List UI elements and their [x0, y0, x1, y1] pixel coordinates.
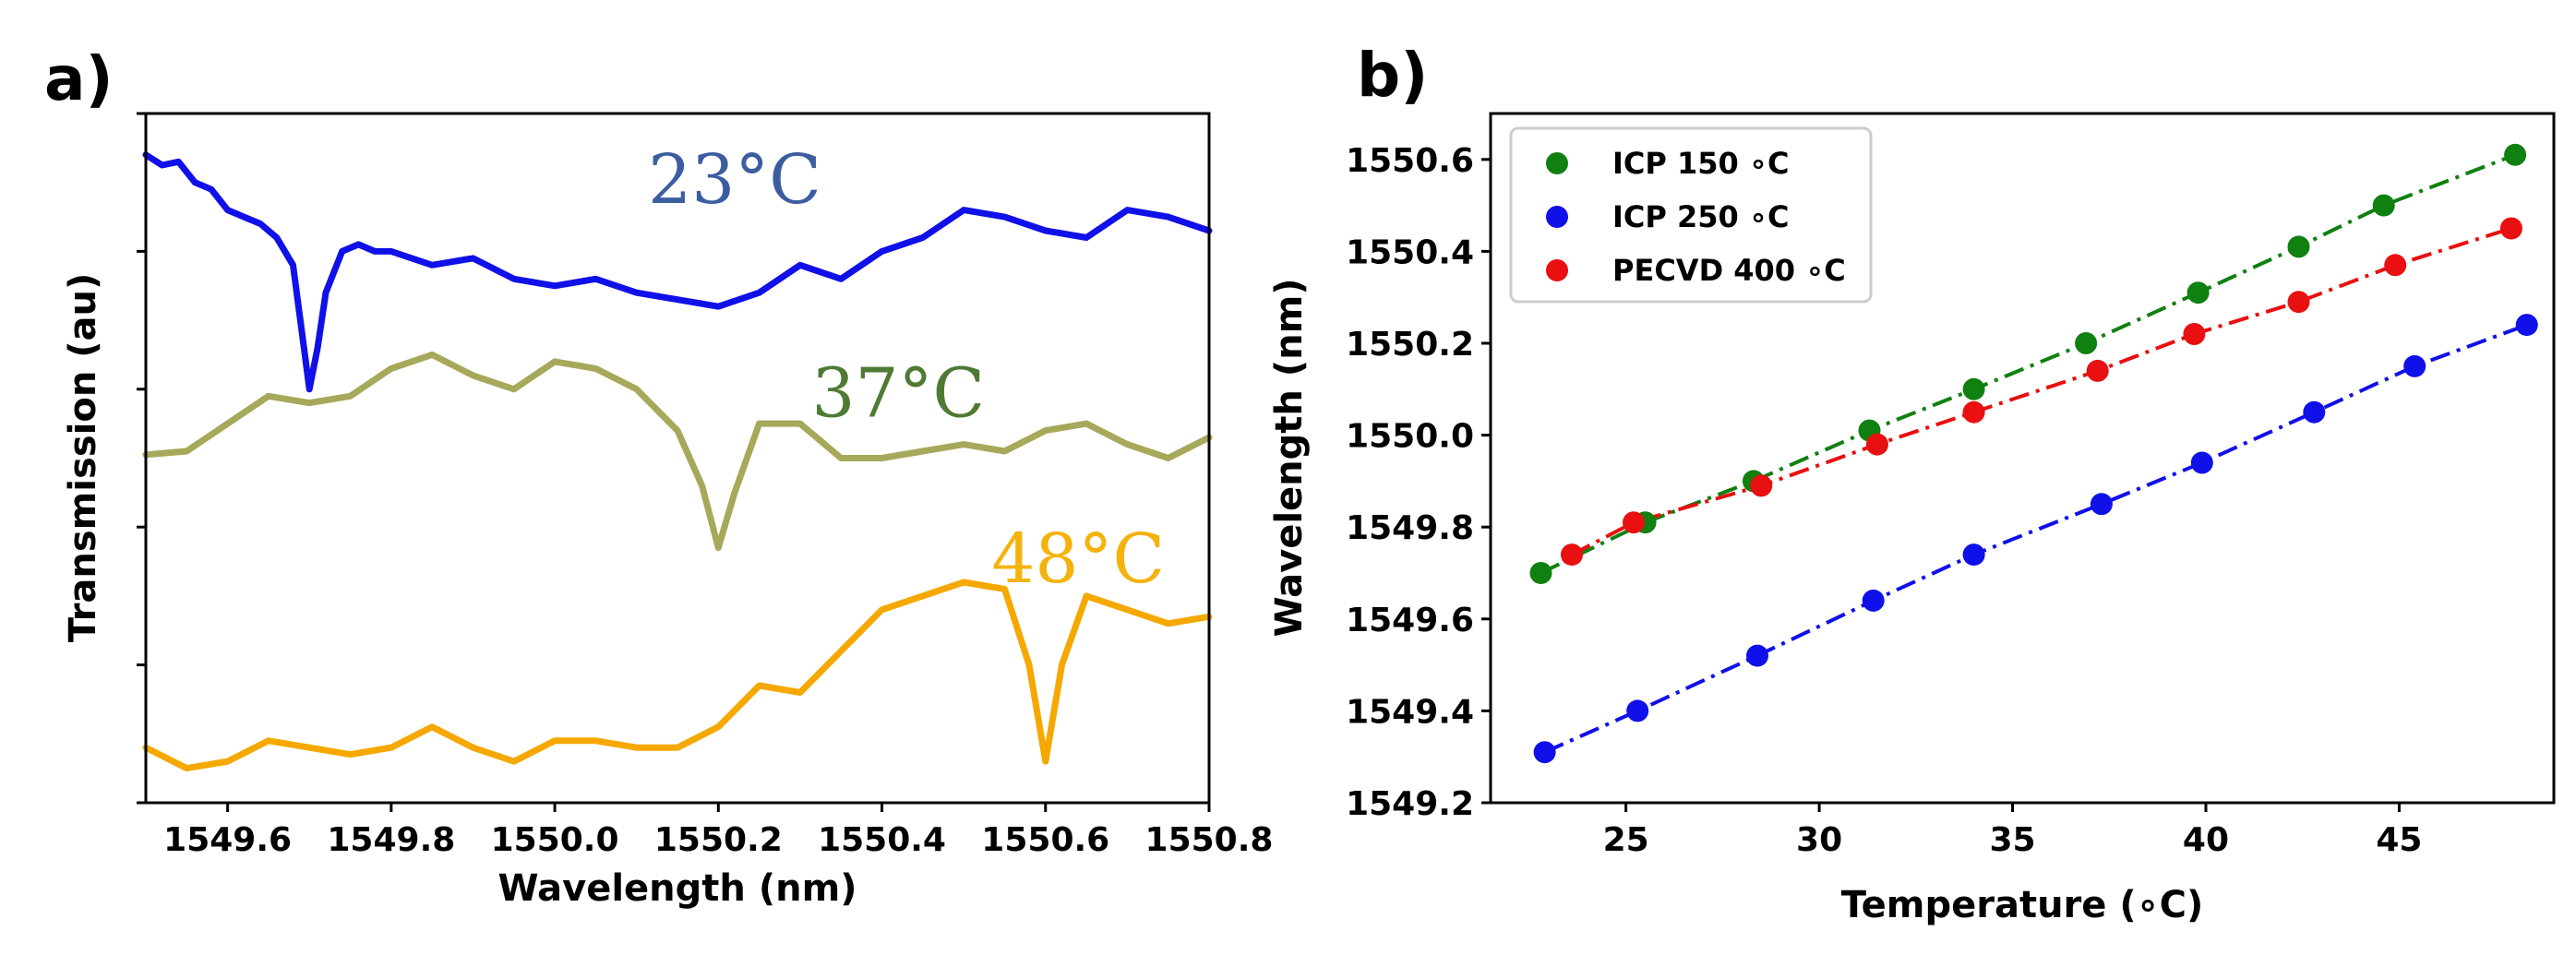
x-tick-label: 1549.6 — [163, 821, 292, 859]
data-point-icp-250-c — [2303, 400, 2326, 424]
series-label-37-c: 37°C — [811, 354, 985, 434]
data-point-icp-250-c — [2515, 314, 2538, 337]
panel-a-y-ticks — [137, 112, 146, 805]
data-point-pecvd-400-c — [1865, 433, 1888, 456]
data-point-icp-150-c — [2075, 332, 2098, 354]
data-point-pecvd-400-c — [2183, 323, 2206, 345]
data-point-pecvd-400-c — [1962, 400, 1985, 424]
y-tick-label: 1549.2 — [1346, 785, 1474, 823]
data-point-icp-150-c — [1962, 377, 1985, 400]
data-point-icp-250-c — [1626, 699, 1649, 722]
legend-marker-icp-250-c — [1546, 206, 1568, 228]
y-tick-label: 1550.4 — [1346, 233, 1474, 271]
y-tick-label: 1549.8 — [1346, 509, 1474, 547]
series-label-23-c: 23°C — [648, 140, 821, 220]
panel-a-y-axis-title: Transmission (au) — [62, 273, 104, 643]
data-point-pecvd-400-c — [2384, 254, 2407, 277]
data-point-icp-250-c — [2190, 451, 2213, 474]
fit-line-pecvd-400-c — [1571, 226, 2512, 556]
data-point-icp-250-c — [1533, 741, 1556, 764]
data-point-icp-150-c — [2187, 281, 2210, 304]
panel-b-label: b) — [1357, 40, 1428, 111]
x-tick-label: 1550.0 — [491, 821, 619, 859]
data-point-icp-150-c — [2504, 143, 2527, 166]
series-line-48-c — [142, 579, 1213, 772]
series-label-48-c: 48°C — [991, 519, 1165, 599]
data-point-icp-250-c — [1862, 589, 1885, 612]
data-point-icp-250-c — [1962, 543, 1985, 567]
panel-a-axes-frame — [144, 112, 1211, 805]
x-tick-label: 40 — [2183, 821, 2229, 859]
x-tick-label: 1550.6 — [981, 821, 1109, 859]
data-point-icp-150-c — [1529, 562, 1552, 584]
legend-box — [1509, 126, 1873, 304]
x-tick-label: 1549.8 — [327, 821, 455, 859]
data-point-pecvd-400-c — [2086, 359, 2109, 382]
panel-b: b) 25 30 35 40 45 1549.21549.41549.61549.815… — [1268, 40, 2556, 926]
panel-b-axes-frame — [1489, 112, 2556, 805]
panel-b-y-axis-title: Wavelength (nm) — [1268, 278, 1311, 637]
y-tick-label: 1550.2 — [1346, 326, 1474, 364]
legend-marker-pecvd-400-c — [1546, 259, 1568, 281]
x-tick-label: 35 — [1989, 821, 2035, 859]
fit-line-icp-150-c — [1540, 152, 2516, 575]
panel-a-x-axis-title: Wavelength (nm) — [497, 867, 857, 910]
panel-b-x-ticks: 25 30 35 40 45 — [1603, 803, 2422, 859]
data-point-pecvd-400-c — [1561, 543, 1583, 567]
data-point-pecvd-400-c — [2499, 217, 2522, 240]
x-tick-label: 25 — [1603, 821, 1649, 859]
data-point-icp-250-c — [1746, 644, 1768, 667]
panel-b-legend: ICP 150 ∘C ICP 250 ∘C PECVD 400 ∘C — [1509, 126, 1873, 304]
legend-label-icp-150-c: ICP 150 ∘C — [1612, 146, 1789, 181]
y-tick-label: 1550.6 — [1346, 142, 1474, 180]
data-point-icp-250-c — [2090, 493, 2113, 516]
x-tick-label: 30 — [1796, 821, 1842, 859]
data-point-icp-150-c — [2287, 235, 2310, 258]
panel-b-x-axis-title: Temperature (∘C) — [1841, 884, 2204, 926]
panel-a-label: a) — [44, 43, 114, 114]
legend-marker-icp-150-c — [1546, 152, 1568, 174]
y-tick-label: 1549.4 — [1346, 693, 1474, 731]
x-tick-label: 1550.8 — [1145, 821, 1274, 859]
panel-b-plot-area — [1529, 143, 2538, 764]
panel-a-x-ticks: 1549.6 1549.8 1550.0 1550.2 1550.4 1550.6 1550… — [163, 803, 1273, 859]
y-tick-label: 1549.6 — [1346, 602, 1474, 639]
panel-a-plot-area — [142, 151, 1213, 772]
panel-a-series-labels: 23°C 37°C 48°C — [648, 140, 1165, 599]
series-line-37-c — [142, 351, 1213, 552]
data-point-pecvd-400-c — [1750, 474, 1773, 497]
legend-label-icp-250-c: ICP 250 ∘C — [1612, 199, 1789, 234]
legend-label-pecvd-400-c: PECVD 400 ∘C — [1612, 253, 1846, 288]
x-tick-label: 1550.2 — [654, 821, 783, 859]
data-point-pecvd-400-c — [2287, 291, 2310, 314]
x-tick-label: 1550.4 — [818, 821, 946, 859]
data-point-pecvd-400-c — [1623, 511, 1645, 534]
y-tick-label: 1550.0 — [1346, 418, 1474, 456]
fit-line-icp-250-c — [1543, 323, 2528, 755]
series-line-23-c — [142, 151, 1213, 393]
panel-b-y-ticks: 1549.2 1549.4 1549.6 1549.8 1550.0 1550.2 1550… — [1346, 142, 1491, 823]
panel-a: a) 1549.6 1549.8 1550.0 1550.2 1550.4 1550.6 1… — [44, 43, 1273, 910]
x-tick-label: 45 — [2376, 821, 2422, 859]
data-point-icp-250-c — [2403, 354, 2426, 377]
data-point-icp-150-c — [2372, 194, 2395, 217]
